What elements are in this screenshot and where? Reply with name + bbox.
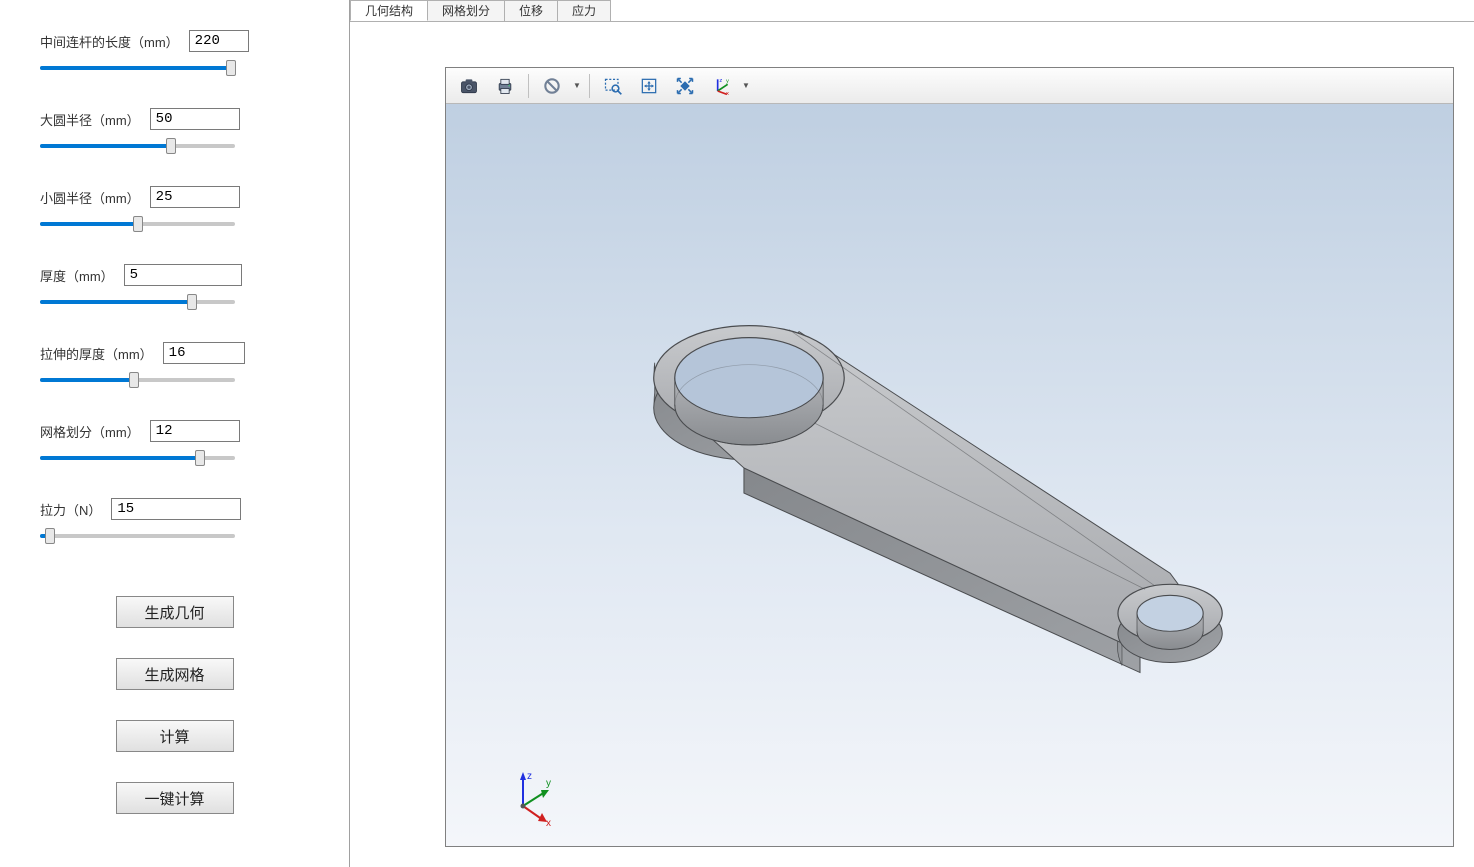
- param-label: 拉伸的厚度（mm）: [40, 344, 153, 363]
- viewport-container: ▼zyx▼: [350, 22, 1474, 867]
- one-click-calculate-button[interactable]: 一键计算: [116, 782, 234, 814]
- param-input-5[interactable]: [150, 420, 240, 442]
- param-slider-3[interactable]: [40, 292, 235, 312]
- param-row-3: 厚度（mm）: [40, 264, 309, 286]
- viewport-3d[interactable]: ▼zyx▼: [445, 67, 1454, 847]
- param-slider-1[interactable]: [40, 136, 235, 156]
- param-input-1[interactable]: [150, 108, 240, 130]
- tab-0[interactable]: 几何结构: [350, 0, 428, 21]
- tab-bar: 几何结构网格划分位移应力: [350, 0, 1474, 22]
- model-render: [446, 104, 1453, 846]
- param-input-6[interactable]: [111, 498, 241, 520]
- param-slider-4[interactable]: [40, 370, 235, 390]
- forbid-icon-dropdown[interactable]: ▼: [571, 71, 583, 101]
- param-slider-0[interactable]: [40, 58, 235, 78]
- param-label: 厚度（mm）: [40, 266, 114, 285]
- print-icon[interactable]: [488, 71, 522, 101]
- param-label: 网格划分（mm）: [40, 422, 140, 441]
- svg-text:z: z: [719, 77, 722, 83]
- axis-icon[interactable]: zy x: [704, 71, 738, 101]
- param-label: 大圆半径（mm）: [40, 110, 140, 129]
- param-slider-2[interactable]: [40, 214, 235, 234]
- param-row-1: 大圆半径（mm）: [40, 108, 309, 130]
- param-input-2[interactable]: [150, 186, 240, 208]
- parameter-panel: 中间连杆的长度（mm） 大圆半径（mm） 小圆半径（mm） 厚度（mm） 拉伸的厚度（m…: [0, 0, 350, 867]
- tab-2[interactable]: 位移: [504, 0, 558, 21]
- calculate-button[interactable]: 计算: [116, 720, 234, 752]
- forbid-icon[interactable]: [535, 71, 569, 101]
- fit-icon[interactable]: [668, 71, 702, 101]
- svg-text:z: z: [527, 771, 532, 782]
- param-input-4[interactable]: [163, 342, 245, 364]
- rect-select-icon[interactable]: [596, 71, 630, 101]
- param-input-3[interactable]: [124, 264, 242, 286]
- toolbar-separator: [528, 74, 529, 98]
- tab-3[interactable]: 应力: [557, 0, 611, 21]
- axis-icon-dropdown[interactable]: ▼: [740, 71, 752, 101]
- svg-text:x: x: [546, 818, 551, 828]
- param-row-2: 小圆半径（mm）: [40, 186, 309, 208]
- viewport-toolbar: ▼ zy x ▼: [446, 68, 1453, 104]
- generate-mesh-button[interactable]: 生成网格: [116, 658, 234, 690]
- param-label: 小圆半径（mm）: [40, 188, 140, 207]
- param-row-4: 拉伸的厚度（mm）: [40, 342, 309, 364]
- axis-triad: z y x: [501, 768, 561, 828]
- svg-text:x: x: [726, 91, 729, 96]
- action-buttons: 生成几何 生成网格 计算 一键计算: [40, 596, 309, 814]
- param-label: 中间连杆的长度（mm）: [40, 32, 179, 51]
- param-slider-5[interactable]: [40, 448, 235, 468]
- param-row-0: 中间连杆的长度（mm）: [40, 30, 309, 52]
- param-slider-6[interactable]: [40, 526, 235, 546]
- generate-geometry-button[interactable]: 生成几何: [116, 596, 234, 628]
- tab-1[interactable]: 网格划分: [427, 0, 505, 21]
- param-input-0[interactable]: [189, 30, 249, 52]
- param-label: 拉力（N）: [40, 500, 101, 519]
- param-row-6: 拉力（N）: [40, 498, 309, 520]
- param-row-5: 网格划分（mm）: [40, 420, 309, 442]
- camera-icon[interactable]: [452, 71, 486, 101]
- main-panel: 几何结构网格划分位移应力 ▼zyx▼: [350, 0, 1474, 867]
- svg-text:y: y: [726, 78, 729, 84]
- toolbar-separator: [589, 74, 590, 98]
- pan-icon[interactable]: [632, 71, 666, 101]
- svg-text:y: y: [546, 778, 551, 789]
